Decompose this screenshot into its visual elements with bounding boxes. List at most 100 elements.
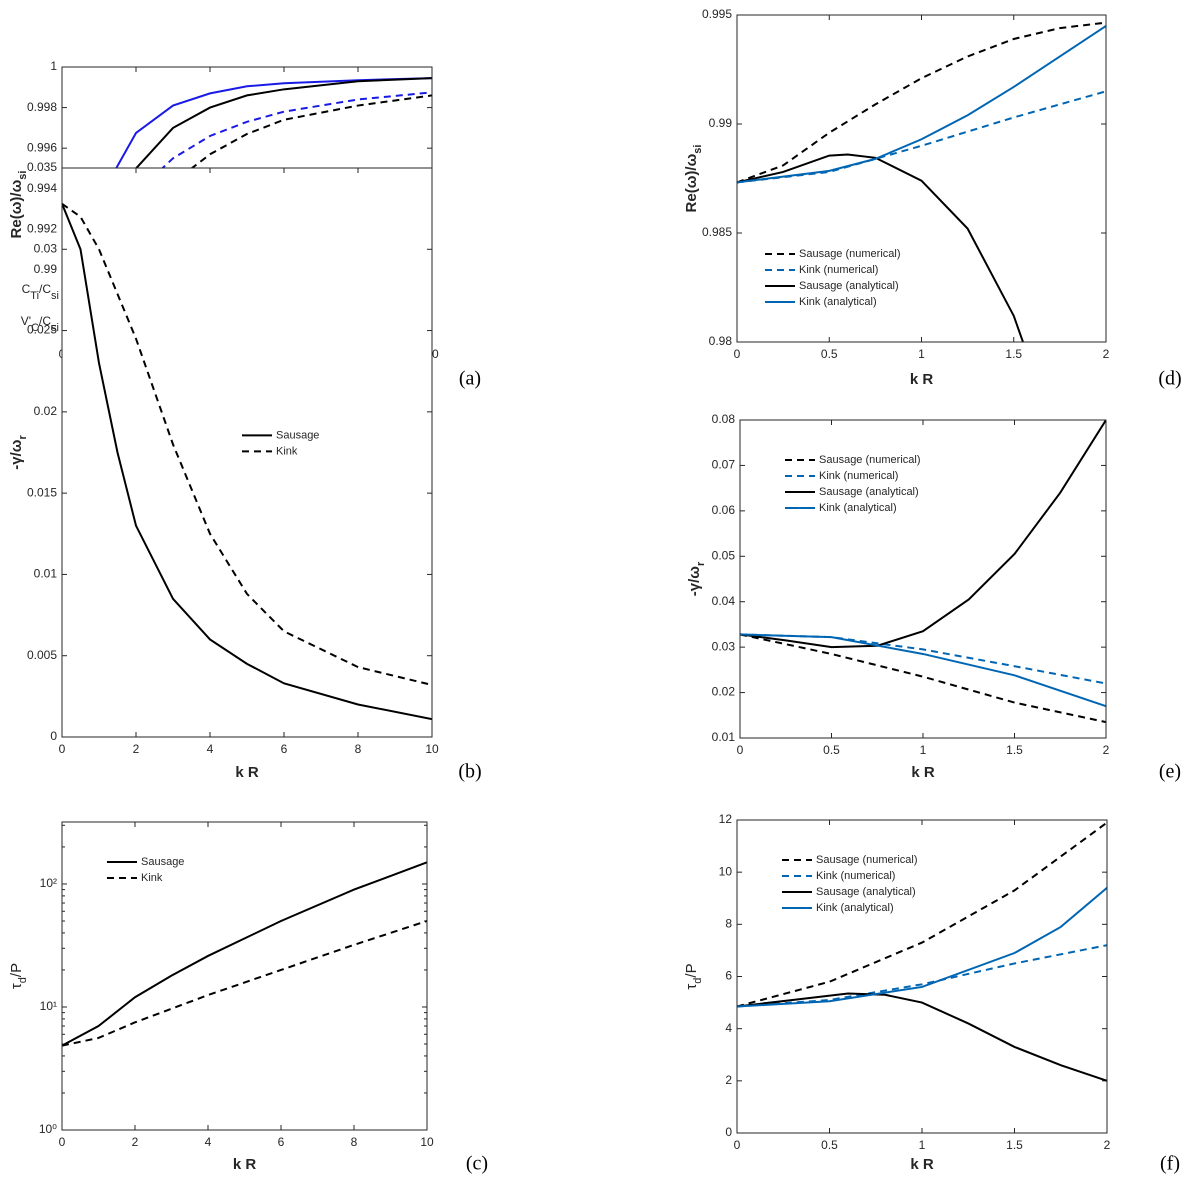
- text-part: si: [17, 171, 29, 180]
- plot-area: [737, 820, 1107, 1133]
- series-line: [737, 25, 1106, 184]
- y-tick-label: 6: [725, 969, 732, 983]
- x-tick-label: 1.5: [1006, 1138, 1023, 1152]
- legend-label: Kink (analytical): [819, 502, 897, 514]
- y-tick-label: 2: [725, 1073, 732, 1087]
- y-tick-label: 0.99: [34, 262, 58, 276]
- x-axis-label: k R: [910, 1156, 934, 1173]
- x-tick-label: 6: [281, 742, 288, 756]
- legend-label: Kink (analytical): [799, 296, 877, 308]
- y-axis-label: Re(ω)/ωsi: [8, 171, 29, 239]
- text-part: Ti: [30, 290, 39, 302]
- series-line: [740, 420, 1106, 649]
- x-tick-label: 0: [734, 347, 741, 361]
- y-tick-label: 0.03: [34, 241, 58, 255]
- y-axis-label: -γ/ωr: [8, 435, 29, 470]
- panel: 0 0.5 1 1.5 2 0.98 0.985 0.99 0.995 Sausage (nume…: [683, 7, 1182, 389]
- legend-label: Kink (numerical): [819, 470, 898, 482]
- text-part: τ: [683, 984, 700, 990]
- text-part: C: [31, 322, 39, 334]
- x-tick-label: 1: [918, 347, 925, 361]
- legend-label: Sausage (analytical): [799, 280, 899, 292]
- x-tick-label: 0.5: [823, 743, 840, 757]
- text-part: /P: [683, 963, 700, 977]
- x-axis-label: k R: [911, 764, 935, 781]
- y-tick-label: 0.035: [27, 160, 57, 174]
- y-axis-label: -γ/ωr: [686, 561, 707, 596]
- x-tick-label: 0.5: [821, 347, 838, 361]
- x-axis-label: k R: [910, 371, 934, 388]
- y-tick-label: 0.998: [27, 100, 57, 114]
- x-tick-label: 0: [734, 1138, 741, 1152]
- y-tick-label: 10¹: [40, 999, 57, 1013]
- text-part: /C: [39, 282, 51, 296]
- text-part: C: [22, 282, 31, 296]
- y-tick-label: 0.015: [27, 485, 57, 499]
- x-axis-label: k R: [233, 1156, 257, 1173]
- y-tick-label: 10: [719, 864, 733, 878]
- y-tick-label: 1: [50, 59, 57, 73]
- legend-label: Kink (analytical): [816, 902, 894, 914]
- text-part: r: [695, 561, 707, 566]
- text-part: V': [21, 314, 31, 328]
- y-tick-label: 10⁰: [39, 1122, 57, 1136]
- x-tick-label: 2: [1103, 743, 1110, 757]
- y-tick-label: 0.005: [27, 648, 57, 662]
- legend-label: Sausage (numerical): [816, 854, 918, 866]
- x-axis-label: k R: [235, 764, 259, 781]
- legend-label: Kink: [141, 872, 163, 884]
- legend-label: Kink (numerical): [799, 264, 878, 276]
- series-line: [737, 887, 1107, 1008]
- x-tick-label: 1.5: [1006, 743, 1023, 757]
- series-line: [737, 992, 1107, 1082]
- text-part: /C: [39, 314, 51, 328]
- y-tick-label: 0.08: [712, 412, 736, 426]
- panel: 0 0.5 1 1.5 2 0.01 0.02 0.03 0.04 0.05 0.06 0.07 0.0…: [686, 412, 1181, 782]
- text-part: Re(ω)/ω: [683, 153, 700, 212]
- y-tick-label: 0.01: [34, 567, 58, 581]
- x-tick-label: 0: [737, 743, 744, 757]
- y-axis-label: τd/P: [683, 963, 704, 989]
- panel-label: (c): [466, 1153, 488, 1175]
- x-tick-label: 8: [351, 1135, 358, 1149]
- x-tick-label: 0: [59, 1135, 66, 1149]
- panel: 0 2 4 6 8 10 10⁰ 10¹ 10² Sausage Kink k R τd/P (c): [8, 821, 488, 1175]
- x-tick-label: 4: [207, 742, 214, 756]
- x-tick-label: 10: [425, 742, 439, 756]
- series-line: [62, 202, 432, 686]
- y-tick-label: 0.995: [702, 7, 732, 21]
- plot-area: [737, 15, 1106, 342]
- y-tick-label: 12: [719, 812, 733, 826]
- series-line: [62, 203, 432, 721]
- panel: 0 0.5 1 1.5 2 0 2 4 6 8 10 12 Sausage (numerical) Kin…: [683, 812, 1180, 1174]
- x-tick-label: 4: [205, 1135, 212, 1149]
- text-part: d: [17, 977, 29, 983]
- x-tick-label: 2: [132, 1135, 139, 1149]
- x-tick-label: 1: [919, 1138, 926, 1152]
- legend-label: Sausage (analytical): [819, 486, 919, 498]
- panel-label: (a): [459, 368, 481, 390]
- plot-area: [62, 822, 427, 1130]
- y-tick-label: 0.02: [34, 404, 58, 418]
- y-tick-label: 4: [725, 1021, 732, 1035]
- axes-box: [736, 819, 1108, 1134]
- axes-box: [736, 14, 1107, 343]
- axes-box: [61, 167, 433, 738]
- series-line: [737, 821, 1107, 1008]
- series-line: [737, 153, 1024, 342]
- legend-label: Sausage (analytical): [816, 886, 916, 898]
- x-tick-label: 2: [1104, 1138, 1111, 1152]
- panel-label: (d): [1158, 368, 1181, 390]
- series-line: [62, 920, 427, 1047]
- plot-area: [62, 168, 432, 737]
- panel-label: (f): [1160, 1153, 1180, 1175]
- legend-label: Sausage: [141, 856, 184, 868]
- legend-label: Sausage: [276, 429, 319, 441]
- y-tick-label: 0.06: [712, 503, 736, 517]
- y-tick-label: 0.994: [27, 181, 57, 195]
- axes-box: [61, 821, 428, 1131]
- y-tick-label: 8: [725, 917, 732, 931]
- x-tick-label: 8: [355, 742, 362, 756]
- y-tick-label: 0.98: [709, 334, 733, 348]
